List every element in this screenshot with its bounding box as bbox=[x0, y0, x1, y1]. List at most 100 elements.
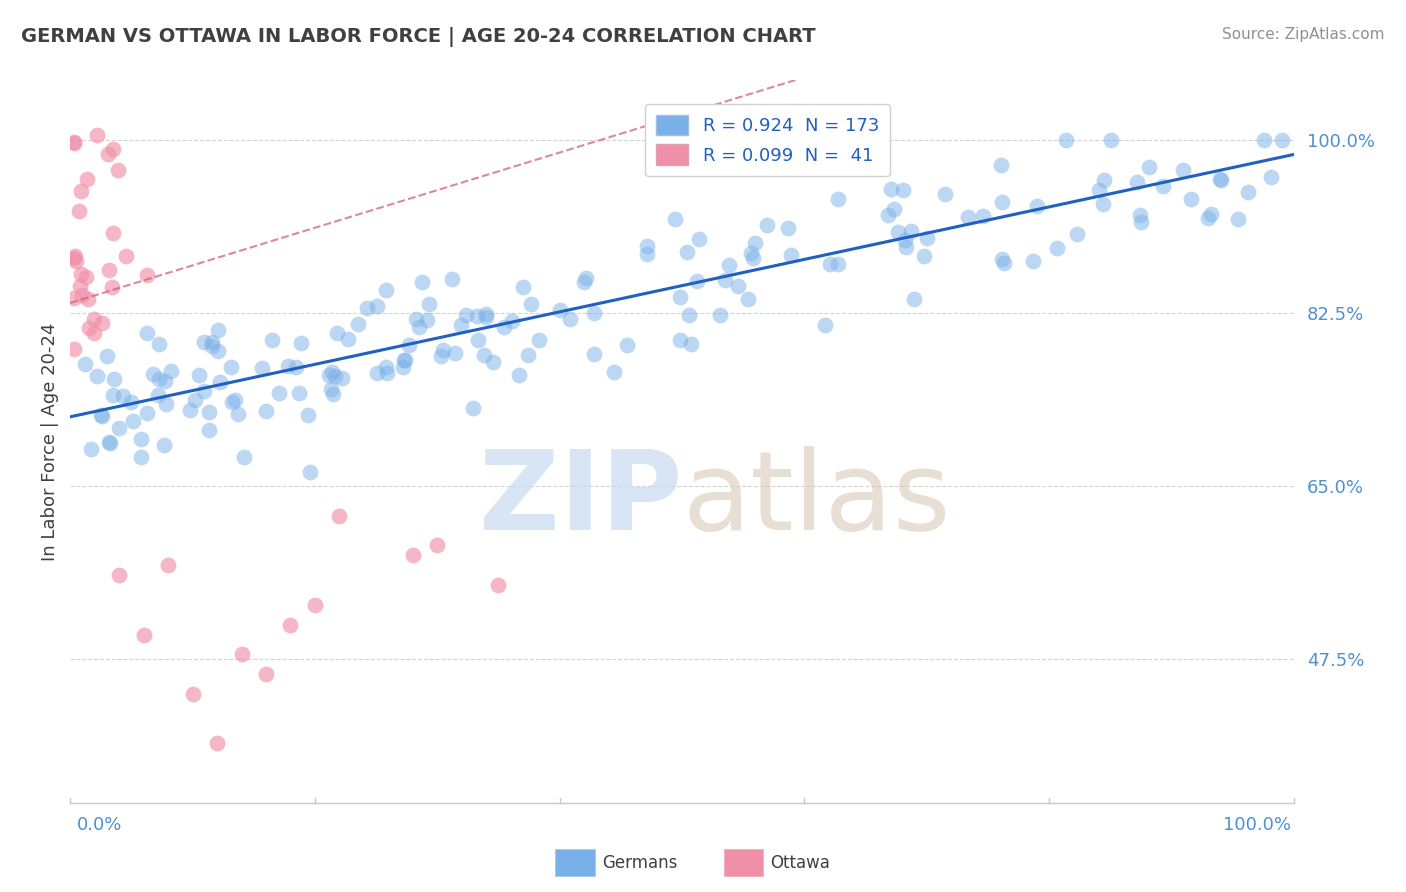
Point bbox=[685, 274, 707, 288]
Point bbox=[231, 648, 253, 662]
Point bbox=[86, 368, 108, 383]
Point bbox=[1054, 133, 1077, 147]
Point bbox=[893, 233, 915, 247]
Point bbox=[67, 203, 90, 218]
Point bbox=[426, 539, 449, 553]
Point bbox=[676, 244, 699, 259]
Point bbox=[63, 136, 86, 151]
Point bbox=[467, 333, 489, 347]
Point bbox=[1152, 179, 1174, 194]
Point bbox=[262, 333, 284, 347]
Point bbox=[108, 568, 131, 582]
Point bbox=[1226, 212, 1249, 227]
Point bbox=[668, 290, 690, 304]
Point bbox=[408, 319, 430, 334]
Point bbox=[103, 372, 125, 386]
Point bbox=[83, 312, 105, 326]
Text: 100.0%: 100.0% bbox=[1223, 816, 1291, 834]
Point bbox=[101, 280, 124, 294]
Point bbox=[132, 627, 155, 641]
Point bbox=[876, 208, 898, 222]
Point bbox=[76, 293, 98, 307]
Point bbox=[820, 257, 842, 271]
Point bbox=[63, 135, 86, 149]
Point bbox=[328, 508, 350, 523]
Point bbox=[136, 406, 159, 420]
Point bbox=[160, 364, 183, 378]
Text: Ottawa: Ottawa bbox=[770, 854, 831, 871]
Point bbox=[90, 409, 112, 423]
Point bbox=[1046, 241, 1069, 255]
Point bbox=[136, 268, 159, 282]
Point bbox=[1092, 173, 1115, 187]
Point bbox=[1126, 174, 1149, 188]
Point bbox=[198, 405, 221, 419]
Point bbox=[1099, 133, 1122, 147]
Point bbox=[375, 366, 398, 380]
Point bbox=[492, 320, 515, 334]
Point bbox=[548, 303, 571, 318]
Point bbox=[226, 407, 249, 421]
Text: GERMAN VS OTTAWA IN LABOR FORCE | AGE 20-24 CORRELATION CHART: GERMAN VS OTTAWA IN LABOR FORCE | AGE 20… bbox=[21, 27, 815, 46]
Point bbox=[398, 338, 420, 352]
Point bbox=[1271, 133, 1294, 147]
Point bbox=[1129, 215, 1152, 229]
Point bbox=[86, 128, 108, 142]
Point bbox=[297, 408, 319, 422]
Point bbox=[322, 386, 344, 401]
Point bbox=[779, 248, 801, 262]
Point bbox=[96, 349, 118, 363]
Point bbox=[375, 359, 398, 374]
Point bbox=[290, 336, 312, 351]
Point bbox=[336, 332, 359, 346]
Point bbox=[181, 687, 204, 701]
Point bbox=[416, 313, 439, 327]
Point bbox=[501, 314, 523, 328]
Point bbox=[482, 355, 505, 369]
Point bbox=[321, 365, 343, 379]
Point bbox=[267, 385, 290, 400]
Point bbox=[72, 288, 94, 302]
Point bbox=[1137, 160, 1160, 174]
Point bbox=[894, 240, 917, 254]
Text: Germans: Germans bbox=[602, 854, 678, 871]
Point bbox=[900, 224, 922, 238]
Point bbox=[669, 334, 692, 348]
Point bbox=[285, 359, 308, 374]
Point bbox=[219, 359, 242, 374]
Point bbox=[148, 337, 170, 351]
Point bbox=[63, 250, 86, 264]
Point bbox=[883, 202, 905, 217]
Point bbox=[405, 312, 427, 326]
Text: Source: ZipAtlas.com: Source: ZipAtlas.com bbox=[1222, 27, 1385, 42]
Point bbox=[83, 326, 105, 340]
Point bbox=[136, 326, 159, 340]
Point bbox=[103, 388, 125, 402]
Point bbox=[915, 230, 938, 244]
Point bbox=[991, 252, 1014, 267]
Point bbox=[76, 172, 98, 186]
Point bbox=[450, 318, 472, 332]
Point bbox=[207, 344, 229, 359]
Point bbox=[475, 310, 498, 324]
Point bbox=[90, 316, 112, 330]
Point bbox=[440, 271, 463, 285]
Point bbox=[198, 423, 221, 437]
Point bbox=[129, 432, 152, 446]
Point bbox=[903, 292, 925, 306]
Point bbox=[529, 333, 551, 347]
Point bbox=[63, 291, 86, 305]
Point bbox=[574, 276, 596, 290]
Point bbox=[153, 374, 176, 388]
Point bbox=[912, 249, 935, 263]
Point bbox=[146, 388, 169, 402]
Point bbox=[636, 247, 658, 261]
Point bbox=[1171, 163, 1194, 178]
Point bbox=[714, 273, 737, 287]
Point bbox=[97, 262, 120, 277]
Point bbox=[77, 321, 100, 335]
Point bbox=[418, 297, 440, 311]
Point bbox=[184, 393, 207, 408]
Point bbox=[432, 343, 454, 358]
Point bbox=[80, 442, 103, 457]
